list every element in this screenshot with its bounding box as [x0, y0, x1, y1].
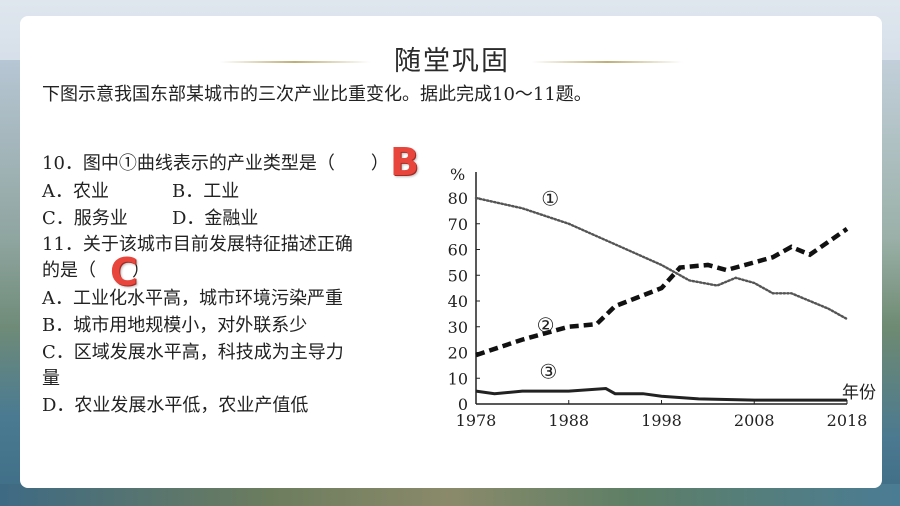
q11-stem-line1: 11．关于该城市目前发展特征描述正确 [42, 234, 353, 255]
x-tick-label: 1978 [456, 411, 497, 430]
slide-card: 随堂巩固 下图示意我国东部某城市的三次产业比重变化。据此完成10～11题。 10… [20, 16, 882, 488]
series-line-2 [475, 227, 849, 358]
q11-option-c-line2: 量 [42, 368, 60, 389]
slide-title: 随堂巩固 [394, 46, 510, 77]
y-tick-label: 50 [448, 266, 468, 285]
y-tick-label: 70 [448, 215, 468, 234]
q10-stem: 10．图中①曲线表示的产业类型是（ ） [42, 153, 389, 174]
q10-option-c: C．服务业 [42, 208, 128, 229]
q10-option-d: D．金融业 [172, 208, 259, 229]
title-row: 随堂巩固 [20, 42, 882, 82]
line-chart-svg: 0 10 20 30 40 50 60 70 80% 1978 1988 1998 2008 2018 年份… [448, 165, 876, 430]
series-label-2: ② [537, 313, 555, 337]
series-line-3 [475, 387, 847, 402]
x-axis-label: 年份 [842, 383, 876, 403]
title-divider-right [532, 61, 682, 63]
industry-share-chart: 0 10 20 30 40 50 60 70 80% 1978 1988 1998 2008 2018 年份… [432, 150, 882, 440]
q10-answer-mark: B [390, 140, 419, 184]
x-tick-label: 1988 [548, 411, 589, 430]
y-axis-label: % [450, 165, 465, 184]
x-tick-label: 2008 [734, 411, 775, 430]
x-tick-label: 2018 [827, 411, 868, 430]
q11-answer-mark: C [110, 250, 138, 294]
y-tick-label: 60 [448, 241, 468, 260]
q11-stem-line2: 的是（ ） [42, 260, 150, 281]
y-tick-label: 30 [448, 318, 468, 337]
y-tick-label: 20 [448, 344, 468, 363]
q11-option-d: D．农业发展水平低，农业产值低 [42, 395, 309, 416]
q11-option-b: B．城市用地规模小，对外联系少 [42, 315, 308, 336]
y-tick-label: 80 [448, 189, 468, 208]
x-tick-label: 1998 [641, 411, 682, 430]
y-tick-label: 0 [458, 395, 468, 414]
y-tick-label: 40 [448, 292, 468, 311]
series-line-1 [474, 196, 849, 321]
q11-option-a: A．工业化水平高，城市环境污染严重 [42, 288, 343, 309]
q10-option-a: A．农业 [42, 181, 109, 202]
series-label-3: ③ [539, 359, 557, 383]
y-tick-label: 10 [448, 369, 468, 388]
intro-text: 下图示意我国东部某城市的三次产业比重变化。据此完成10～11题。 [42, 84, 592, 105]
q11-option-c-line1: C．区域发展水平高，科技成为主导力 [42, 342, 344, 363]
series-label-1: ① [541, 187, 559, 211]
background-bottom [0, 484, 900, 506]
title-divider-left [220, 61, 370, 63]
q10-option-b: B．工业 [172, 181, 240, 202]
